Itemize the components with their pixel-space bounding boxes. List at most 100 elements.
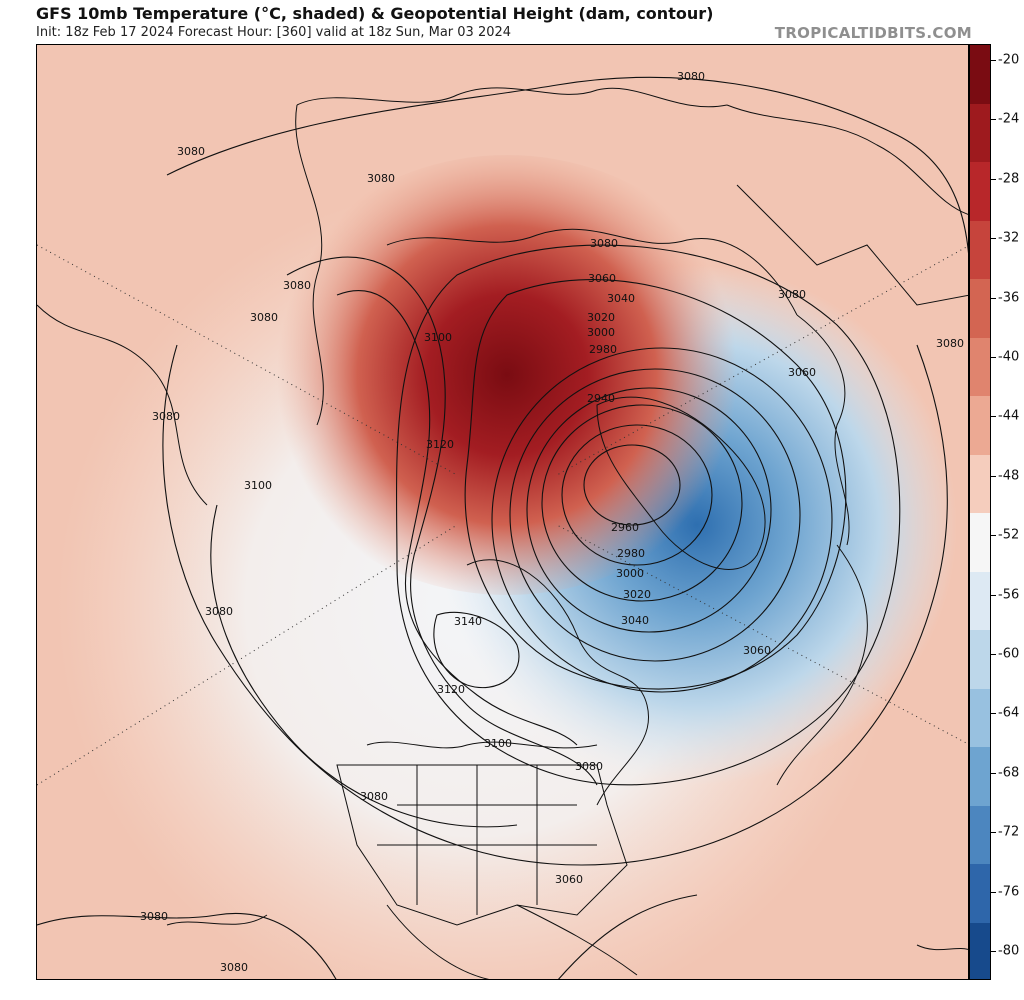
contour-label: 3080 bbox=[367, 172, 395, 185]
coastline bbox=[37, 304, 208, 506]
colorbar-tick bbox=[991, 475, 996, 477]
colorbar-label: -44 bbox=[998, 408, 1020, 424]
contour-label: 3080 bbox=[177, 145, 205, 158]
contour-label: 3080 bbox=[677, 70, 705, 83]
contour-label: 3080 bbox=[205, 605, 233, 618]
contour-label: 3080 bbox=[283, 279, 311, 292]
contour-2960 bbox=[561, 424, 713, 566]
coastline bbox=[916, 944, 968, 951]
contour-3060-south bbox=[558, 894, 698, 979]
colorbar-segment bbox=[970, 162, 990, 222]
coastline bbox=[466, 559, 649, 806]
contour-label: 3080 bbox=[152, 410, 180, 423]
contour-label: 3020 bbox=[623, 588, 651, 601]
coastline bbox=[726, 104, 968, 215]
coastline bbox=[796, 314, 850, 546]
contour-label: 3080 bbox=[778, 288, 806, 301]
colorbar-label: -56 bbox=[998, 587, 1020, 603]
colorbar-segment bbox=[970, 337, 990, 397]
contour-label: 3120 bbox=[426, 438, 454, 451]
colorbar-tick bbox=[991, 772, 996, 774]
contour-label: 3060 bbox=[588, 272, 616, 285]
contour-label: 2980 bbox=[589, 343, 617, 356]
contour-label: 3080 bbox=[575, 760, 603, 773]
contour-3120 bbox=[336, 289, 578, 746]
coastline bbox=[516, 904, 638, 976]
colorbar-tick bbox=[991, 594, 996, 596]
colorbar-tick bbox=[991, 654, 996, 655]
map-title: GFS 10mb Temperature (°C, shaded) & Geop… bbox=[36, 4, 714, 23]
contour-label: 3100 bbox=[244, 479, 272, 492]
colorbar-tick bbox=[991, 297, 996, 299]
greenland-coast bbox=[596, 396, 766, 570]
contour-3140 bbox=[433, 611, 520, 689]
contour-label: 3040 bbox=[621, 614, 649, 627]
contour-labels: 3080 3080 3080 3080 3080 3080 3080 3080 … bbox=[140, 70, 964, 974]
colorbar-segment bbox=[970, 513, 990, 573]
colorbar-tick bbox=[991, 416, 996, 418]
colorbar-label: -24 bbox=[998, 111, 1020, 127]
contour-label: 2980 bbox=[617, 547, 645, 560]
colorbar-tick bbox=[991, 713, 996, 715]
contour-label: 3080 bbox=[936, 337, 964, 350]
colorbar-segment bbox=[970, 220, 990, 280]
colorbar-segment bbox=[970, 571, 990, 631]
colorbar-label: -28 bbox=[998, 171, 1020, 187]
usa-outline bbox=[336, 764, 628, 926]
contour-3020 bbox=[509, 368, 801, 662]
contour-label: 3080 bbox=[590, 237, 618, 250]
colorbar-tick bbox=[991, 357, 996, 358]
colorbar-tick bbox=[991, 535, 996, 537]
temperature-colorbar bbox=[969, 44, 991, 980]
colorbar-segment bbox=[970, 454, 990, 514]
colorbar-label: -40 bbox=[998, 349, 1020, 365]
colorbar-segment bbox=[970, 805, 990, 865]
colorbar-label: -68 bbox=[998, 765, 1020, 781]
map-subtitle: Init: 18z Feb 17 2024 Forecast Hour: [36… bbox=[36, 25, 512, 40]
colorbar-label: -72 bbox=[998, 824, 1020, 840]
colorbar-label: -76 bbox=[998, 884, 1020, 900]
colorbar-tick bbox=[991, 951, 996, 952]
coastline bbox=[295, 104, 324, 426]
colorbar-label: -20 bbox=[998, 52, 1020, 68]
contour-label: 3100 bbox=[484, 737, 512, 750]
contour-3000 bbox=[526, 387, 772, 633]
contour-label: 3120 bbox=[437, 683, 465, 696]
contour-3080-inner bbox=[395, 244, 901, 786]
colorbar-tick bbox=[991, 891, 996, 893]
warm-pool bbox=[257, 155, 757, 595]
coastline bbox=[386, 904, 490, 979]
contour-3080-north bbox=[166, 76, 968, 254]
colorbar-segment bbox=[970, 103, 990, 163]
contour-3060 bbox=[464, 279, 847, 690]
contour-label: 3080 bbox=[360, 790, 388, 803]
contour-3100-west bbox=[210, 504, 518, 828]
contour-3040 bbox=[491, 347, 833, 693]
contour-label: 3040 bbox=[607, 292, 635, 305]
colorbar-segment bbox=[970, 45, 990, 105]
colorbar-label: -32 bbox=[998, 230, 1020, 246]
contour-2940 bbox=[583, 444, 681, 526]
colorbar-tick bbox=[991, 119, 996, 121]
contour-label: 3080 bbox=[140, 910, 168, 923]
coastline bbox=[366, 741, 598, 749]
coastline bbox=[166, 914, 268, 926]
contour-label: 3000 bbox=[587, 326, 615, 339]
colorbar-segment bbox=[970, 922, 990, 979]
colorbar-segment bbox=[970, 688, 990, 748]
brand-watermark: TROPICALTIDBITS.COM bbox=[774, 24, 972, 42]
map-svg: 3080 3080 3080 3080 3080 3080 3080 3080 … bbox=[37, 45, 968, 979]
colorbar-segment bbox=[970, 864, 990, 924]
map-panel: 3080 3080 3080 3080 3080 3080 3080 3080 … bbox=[36, 44, 969, 980]
contour-label: 2940 bbox=[587, 392, 615, 405]
coastline bbox=[386, 228, 798, 316]
contour-label: 3080 bbox=[220, 961, 248, 974]
colorbar-tick bbox=[991, 238, 996, 240]
contour-label: 3060 bbox=[743, 644, 771, 657]
contour-3080-east bbox=[816, 344, 948, 786]
colorbar-label: -48 bbox=[998, 468, 1020, 484]
contour-label: 3000 bbox=[616, 567, 644, 580]
contour-label: 3100 bbox=[424, 331, 452, 344]
contour-3080-sw bbox=[37, 913, 337, 979]
colorbar-tick bbox=[991, 60, 996, 61]
